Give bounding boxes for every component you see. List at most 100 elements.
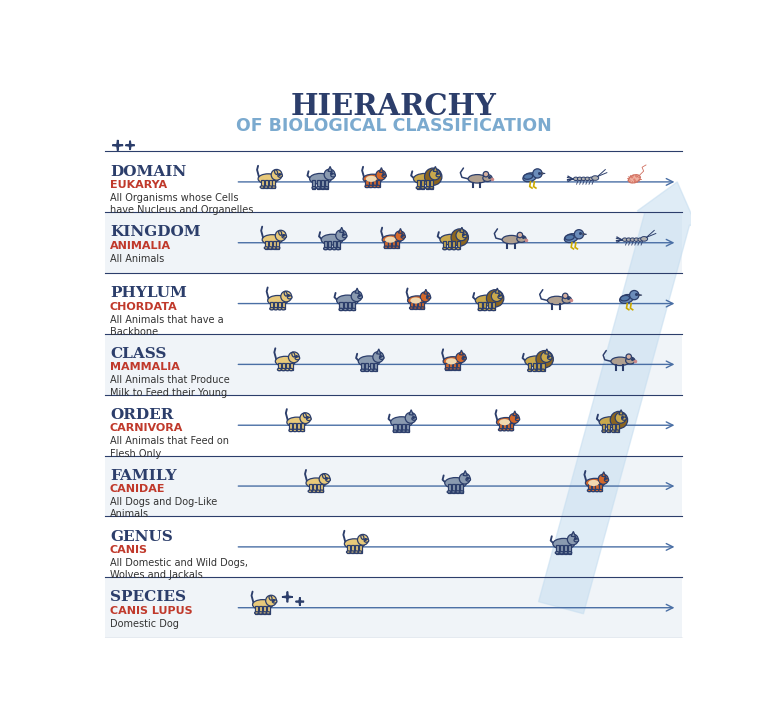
Bar bbox=[325, 180, 328, 189]
Bar bbox=[348, 302, 351, 310]
Ellipse shape bbox=[276, 356, 296, 366]
Bar bbox=[321, 180, 324, 189]
Circle shape bbox=[336, 230, 346, 241]
Ellipse shape bbox=[553, 538, 574, 549]
Circle shape bbox=[611, 412, 627, 429]
Circle shape bbox=[395, 231, 405, 241]
Text: DOMAIN: DOMAIN bbox=[110, 165, 186, 179]
Bar bbox=[286, 363, 289, 370]
Ellipse shape bbox=[574, 177, 578, 181]
Bar bbox=[507, 424, 510, 430]
Circle shape bbox=[574, 229, 584, 239]
Ellipse shape bbox=[456, 247, 460, 250]
Bar bbox=[352, 302, 355, 310]
Ellipse shape bbox=[532, 369, 536, 371]
Ellipse shape bbox=[379, 356, 384, 359]
Ellipse shape bbox=[498, 429, 502, 431]
Bar bbox=[528, 363, 531, 371]
Circle shape bbox=[281, 291, 292, 302]
Polygon shape bbox=[571, 531, 575, 537]
Bar bbox=[313, 180, 316, 189]
Ellipse shape bbox=[626, 357, 635, 364]
Ellipse shape bbox=[361, 369, 365, 371]
Bar bbox=[290, 424, 293, 431]
Ellipse shape bbox=[328, 247, 332, 250]
Ellipse shape bbox=[268, 247, 272, 249]
Ellipse shape bbox=[273, 600, 277, 603]
Bar bbox=[421, 180, 424, 189]
Ellipse shape bbox=[604, 478, 609, 482]
Bar bbox=[320, 484, 323, 492]
Bar bbox=[269, 180, 272, 188]
Circle shape bbox=[562, 293, 568, 298]
Ellipse shape bbox=[506, 429, 510, 431]
Ellipse shape bbox=[585, 478, 604, 488]
Circle shape bbox=[517, 232, 523, 238]
Bar bbox=[105, 577, 682, 638]
Ellipse shape bbox=[568, 551, 571, 554]
Circle shape bbox=[289, 352, 300, 363]
Bar bbox=[105, 395, 682, 455]
Bar bbox=[105, 273, 682, 334]
Bar bbox=[105, 455, 682, 516]
Bar bbox=[448, 241, 451, 250]
Ellipse shape bbox=[295, 356, 300, 360]
Ellipse shape bbox=[589, 177, 594, 181]
Bar bbox=[449, 363, 452, 370]
Circle shape bbox=[420, 292, 430, 302]
Ellipse shape bbox=[388, 246, 392, 248]
Ellipse shape bbox=[611, 430, 615, 432]
Ellipse shape bbox=[316, 186, 320, 189]
Bar bbox=[359, 545, 362, 553]
Ellipse shape bbox=[339, 308, 343, 310]
Circle shape bbox=[483, 171, 488, 177]
Ellipse shape bbox=[460, 490, 464, 493]
Bar bbox=[492, 302, 495, 310]
Polygon shape bbox=[638, 294, 642, 296]
Circle shape bbox=[351, 291, 362, 302]
Bar bbox=[313, 484, 316, 492]
Bar bbox=[316, 484, 319, 492]
Ellipse shape bbox=[264, 186, 268, 189]
Bar bbox=[309, 484, 312, 492]
Ellipse shape bbox=[260, 186, 264, 189]
Ellipse shape bbox=[615, 430, 619, 432]
Ellipse shape bbox=[452, 247, 456, 250]
Ellipse shape bbox=[279, 231, 282, 235]
Ellipse shape bbox=[449, 368, 453, 370]
Bar bbox=[290, 363, 293, 370]
Ellipse shape bbox=[278, 174, 283, 177]
Text: Domestic Dog: Domestic Dog bbox=[110, 619, 179, 629]
Ellipse shape bbox=[310, 174, 331, 184]
Bar bbox=[282, 302, 285, 310]
Text: All Animals that Feed on
Flesh Only: All Animals that Feed on Flesh Only bbox=[110, 436, 229, 459]
Ellipse shape bbox=[316, 490, 320, 493]
Bar bbox=[478, 302, 482, 310]
Ellipse shape bbox=[634, 238, 639, 242]
Polygon shape bbox=[424, 289, 428, 294]
Ellipse shape bbox=[631, 238, 635, 242]
Ellipse shape bbox=[627, 238, 631, 242]
Ellipse shape bbox=[502, 235, 521, 244]
Bar bbox=[266, 606, 270, 614]
Ellipse shape bbox=[425, 186, 429, 189]
Polygon shape bbox=[463, 470, 468, 476]
Ellipse shape bbox=[358, 295, 362, 298]
Bar bbox=[297, 424, 300, 431]
Bar bbox=[265, 180, 268, 188]
Ellipse shape bbox=[363, 174, 382, 184]
Ellipse shape bbox=[446, 358, 457, 364]
Polygon shape bbox=[355, 288, 359, 293]
Bar bbox=[488, 302, 491, 310]
Bar bbox=[452, 485, 455, 493]
Circle shape bbox=[541, 351, 551, 362]
Bar bbox=[270, 302, 273, 310]
Ellipse shape bbox=[607, 430, 611, 432]
Circle shape bbox=[451, 229, 468, 246]
Ellipse shape bbox=[562, 296, 571, 303]
Ellipse shape bbox=[478, 308, 482, 310]
Ellipse shape bbox=[462, 357, 466, 360]
Ellipse shape bbox=[565, 234, 574, 240]
Bar bbox=[260, 180, 263, 188]
Bar bbox=[369, 363, 372, 371]
